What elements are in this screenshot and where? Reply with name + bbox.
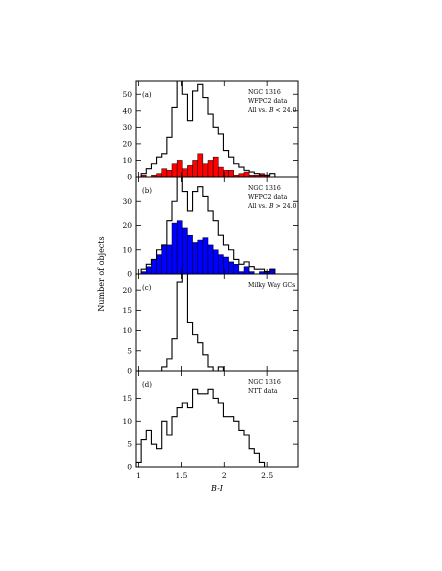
panel-c-y-tick-label: 15 [122,306,132,315]
x-tick-label: 2.5 [261,471,273,480]
panel-a-filled-bar [243,171,250,178]
panel-a-filled-bar [212,156,219,178]
panel-b-y-tick-label: 20 [122,221,132,230]
panel-c-y-tick-label: 20 [122,286,132,295]
x-tick-label: 2 [222,471,227,480]
panel-b-step-line [140,176,280,275]
panel-b-filled-bar [171,222,178,275]
panel-b-filled-bar [156,254,162,275]
panel-c-label: (c) [142,284,152,292]
panel-d-note: NTT data [248,388,278,395]
panel-a-y-tick-label: 0 [127,173,132,182]
x-axis-title: B-I [210,484,224,493]
panel-a-y-tick-label: 30 [122,123,132,132]
panel-b-filled-bar [212,249,219,275]
panel-d: 0 5 10 15 (d) NGC 1316 NTT data [122,370,299,472]
panel-a-note: All vs. B < 24.0 [247,107,297,114]
panel-b-filled-bar [161,244,168,275]
panel-c-y-tick-label: 10 [122,326,132,335]
panel-b-filled-bar [269,268,276,275]
panel-a-filled-bar [187,165,193,178]
panel-b-note: NGC 1316 [248,185,281,192]
panel-d-label: (d) [142,381,152,389]
x-tick-label: 1.5 [175,471,187,480]
panel-a-filled-bar [197,153,204,178]
panel-a-filled-bar [207,160,214,178]
panel-b-filled-bar [187,234,193,275]
panel-d-y-tick-label: 0 [127,463,132,472]
panel-b-y-tick-label: 30 [122,197,132,206]
panel-b-filled-bar [182,227,188,275]
panel-a-filled-bar [171,163,178,178]
panel-b-filled-bar [202,237,209,275]
panel-a-filled-bar [161,168,168,178]
panel-a-y-tick-label: 20 [122,139,132,148]
panel-a-filled-bar [166,170,173,178]
panel-d-frame [135,370,299,468]
panel-b-filled-bar [166,244,173,275]
panel-a-y-tick-label: 50 [122,90,132,99]
panel-a-filled-bar [218,166,224,178]
panel-a-label: (a) [142,91,152,99]
x-tick-label: 1 [136,471,141,480]
panel-b-filled-bar [207,244,214,275]
panel-b-note: WFPC2 data [248,194,288,201]
panel-a-filled-bar [192,160,198,178]
panel-b-y-tick-label: 0 [127,270,132,279]
panel-c-y-tick-label: 5 [127,346,132,355]
panel-b-filled-bar [228,261,234,275]
panel-c: 0 5 10 15 20 (c) Milky Way GCs [122,273,299,376]
panel-b-filled-bar [218,254,224,275]
panel-c-y-tick-label: 0 [127,367,132,376]
y-axis-title: Number of objects [97,236,106,311]
panel-a-y-tick-label: 10 [122,156,132,165]
panel-a-note: NGC 1316 [248,89,281,96]
panel-b-y-tick-label: 10 [122,245,132,254]
x-axis-labels: 1 1.5 2 2.5 [136,471,273,480]
panel-b-note: All vs. B > 24.0 [247,203,297,210]
panel-b-filled-bar [233,264,240,275]
panel-b-label: (b) [142,187,152,195]
panel-b-filled-bar [151,259,157,275]
panel-a-y-tick-label: 40 [122,106,132,115]
panel-b-filled-bar [192,242,198,275]
panel-a-step-line [140,80,280,178]
panel-d-y-tick-label: 5 [127,440,132,449]
panel-b: 0 10 20 30 (b) NGC 1316 WFPC2 data All vs. B > … [122,176,299,279]
panel-a-filled-bar [202,163,209,178]
panel-a-filled-bar [182,168,188,178]
panel-b-filled-bar [176,220,183,275]
panel-b-filled-bar [146,266,152,275]
panel-d-step-line [135,388,270,468]
panel-a: 0 10 20 30 40 50 (a) NGC 1316 WFPC2 data All vs. … [122,80,299,182]
panel-b-filled-bar [197,239,204,275]
panel-c-note: Milky Way GCs [248,282,295,289]
panel-c-step-line [161,273,224,372]
panel-a-filled-bar [228,170,234,178]
panel-d-note: NGC 1316 [248,379,281,386]
panel-d-y-tick-label: 10 [122,417,132,426]
panel-d-y-tick-label: 15 [122,394,132,403]
panel-b-filled-bar [243,266,250,275]
panel-a-note: WFPC2 data [248,98,288,105]
